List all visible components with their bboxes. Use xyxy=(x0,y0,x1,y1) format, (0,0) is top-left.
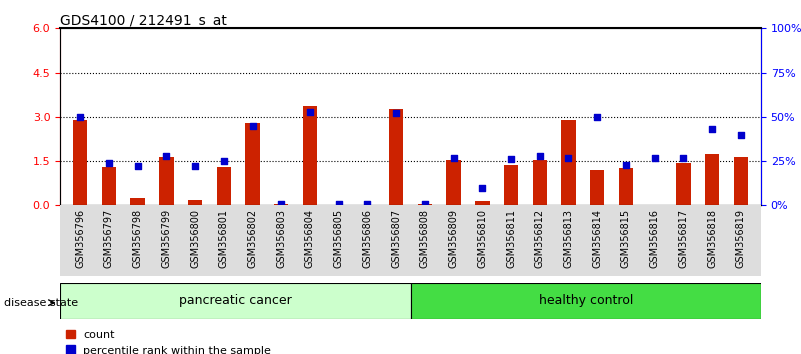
Bar xyxy=(274,204,288,205)
Bar xyxy=(159,156,174,205)
Bar xyxy=(590,170,605,205)
Text: GSM356808: GSM356808 xyxy=(420,209,430,268)
Bar xyxy=(73,120,87,205)
Text: GSM356805: GSM356805 xyxy=(334,209,344,268)
Text: healthy control: healthy control xyxy=(538,295,633,307)
Text: GSM356816: GSM356816 xyxy=(650,209,660,268)
Point xyxy=(361,201,374,206)
Bar xyxy=(188,200,203,205)
Text: GSM356798: GSM356798 xyxy=(133,209,143,268)
Text: GSM356813: GSM356813 xyxy=(563,209,574,268)
Text: GSM356802: GSM356802 xyxy=(248,209,258,268)
Point xyxy=(447,155,460,160)
Point xyxy=(619,162,632,167)
Point xyxy=(677,155,690,160)
Text: GSM356801: GSM356801 xyxy=(219,209,229,268)
Text: GSM356804: GSM356804 xyxy=(305,209,315,268)
Point xyxy=(131,164,144,169)
Bar xyxy=(562,120,576,205)
Point xyxy=(304,109,316,114)
Point xyxy=(160,153,173,159)
Legend: count, percentile rank within the sample: count, percentile rank within the sample xyxy=(66,330,272,354)
Text: GSM356812: GSM356812 xyxy=(535,209,545,268)
Text: GSM356810: GSM356810 xyxy=(477,209,487,268)
Point xyxy=(390,110,403,116)
Bar xyxy=(705,154,719,205)
Text: GSM356803: GSM356803 xyxy=(276,209,286,268)
Bar xyxy=(216,167,231,205)
Bar xyxy=(618,169,633,205)
Bar xyxy=(676,162,690,205)
Text: GSM356815: GSM356815 xyxy=(621,209,631,268)
Bar xyxy=(131,198,145,205)
Bar xyxy=(734,156,748,205)
Text: GDS4100 / 212491_s_at: GDS4100 / 212491_s_at xyxy=(60,14,227,28)
Point xyxy=(275,201,288,206)
Point xyxy=(476,185,489,190)
Text: GSM356809: GSM356809 xyxy=(449,209,459,268)
Text: GSM356799: GSM356799 xyxy=(161,209,171,268)
Text: pancreatic cancer: pancreatic cancer xyxy=(179,295,292,307)
Point xyxy=(103,160,115,166)
Bar xyxy=(475,201,489,205)
Point xyxy=(533,153,546,159)
Point xyxy=(648,155,661,160)
Text: GSM356796: GSM356796 xyxy=(75,209,85,268)
Text: GSM356811: GSM356811 xyxy=(506,209,516,268)
Bar xyxy=(533,160,547,205)
Point xyxy=(217,158,230,164)
Bar xyxy=(303,107,317,205)
Bar xyxy=(60,283,410,319)
Text: GSM356818: GSM356818 xyxy=(707,209,717,268)
Text: GSM356807: GSM356807 xyxy=(391,209,401,268)
Bar xyxy=(410,283,761,319)
Point xyxy=(418,201,431,206)
Text: GSM356819: GSM356819 xyxy=(736,209,746,268)
Text: GSM356800: GSM356800 xyxy=(190,209,200,268)
Bar xyxy=(446,160,461,205)
Point xyxy=(189,164,202,169)
Text: GSM356797: GSM356797 xyxy=(104,209,114,268)
Text: disease state: disease state xyxy=(4,298,78,308)
Point xyxy=(332,201,345,206)
Bar xyxy=(417,204,432,205)
Bar xyxy=(245,123,260,205)
Point xyxy=(706,126,718,132)
Text: GSM356817: GSM356817 xyxy=(678,209,688,268)
Bar xyxy=(102,167,116,205)
Point xyxy=(74,114,87,120)
Point xyxy=(246,123,259,129)
Point xyxy=(591,114,604,120)
Point xyxy=(735,132,747,137)
Point xyxy=(562,155,575,160)
Text: GSM356814: GSM356814 xyxy=(592,209,602,268)
Bar xyxy=(389,109,404,205)
Text: GSM356806: GSM356806 xyxy=(362,209,372,268)
Point xyxy=(505,156,517,162)
Bar xyxy=(504,166,518,205)
